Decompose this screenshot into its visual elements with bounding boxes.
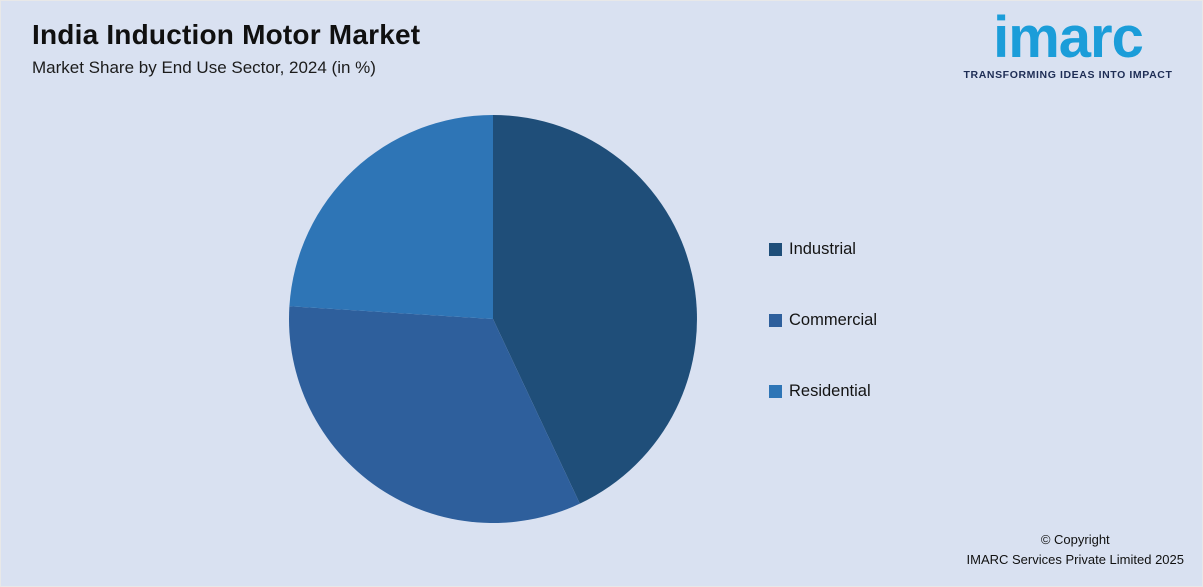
copyright-line-1: © Copyright (1040, 531, 1110, 547)
pie-slice-industrial (493, 115, 697, 504)
pie-slice-residential (289, 115, 493, 319)
legend-swatch-commercial (769, 313, 782, 327)
chart-legend: Industrial Commercial Residential (769, 239, 877, 401)
pie-slice-commercial (288, 306, 580, 523)
pie-chart (288, 114, 698, 524)
legend-item-commercial: Commercial (769, 310, 877, 330)
imarc-logo-tagline: TRANSFORMING IDEAS INTO IMPACT (963, 69, 1173, 81)
legend-swatch-residential (769, 384, 782, 398)
chart-title: India Induction Motor Market (32, 19, 421, 50)
imarc-logo-wordmark: imarc (993, 5, 1144, 70)
chart-subtitle: Market Share by End Use Sector, 2024 (in… (32, 58, 376, 78)
chart-header: India Induction Motor Market Market Shar… (32, 19, 420, 78)
legend-label-industrial: Industrial (789, 239, 856, 258)
legend-item-residential: Residential (769, 381, 877, 401)
copyright-line-2: IMARC Services Private Limited 2025 (966, 551, 1184, 567)
copyright-notice: © Copyright IMARC Services Private Limit… (967, 530, 1184, 570)
imarc-logo: imarc TRANSFORMING IDEAS INTO IMPACT (948, 5, 1188, 82)
legend-label-residential: Residential (789, 381, 871, 400)
pie-chart-svg (288, 115, 697, 523)
legend-swatch-industrial (769, 242, 782, 256)
legend-item-industrial: Industrial (769, 239, 877, 259)
legend-label-commercial: Commercial (789, 310, 878, 329)
